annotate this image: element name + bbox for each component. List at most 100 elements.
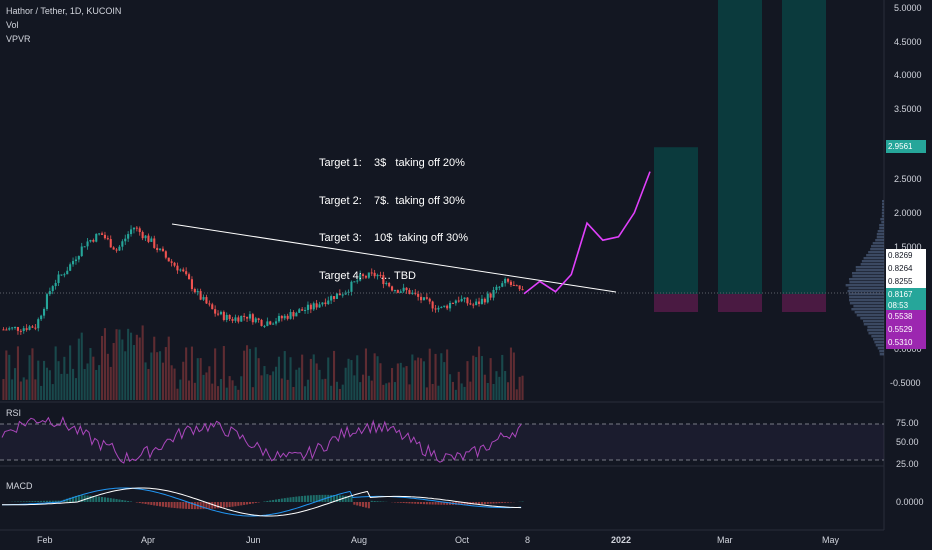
candle-body <box>275 321 277 323</box>
candle-body <box>243 316 245 317</box>
symbol-title[interactable]: Hathor / Tether, 1D, KUCOIN <box>6 6 121 16</box>
macd-histogram-bar <box>147 502 149 505</box>
candle-body <box>495 287 497 290</box>
vpvr-bar <box>867 329 884 331</box>
volume-bar <box>162 363 164 400</box>
candle-body <box>324 303 326 305</box>
volume-bar <box>60 374 62 400</box>
volume-bar <box>481 356 483 400</box>
macd-histogram-bar <box>417 502 419 504</box>
volume-bar <box>208 366 210 400</box>
volume-bar <box>498 377 500 400</box>
volume-bar <box>52 384 54 400</box>
volume-bar <box>408 384 410 400</box>
volume-bar <box>23 377 25 400</box>
time-tick: Mar <box>717 535 733 545</box>
candle-body <box>69 264 71 270</box>
volume-bar <box>345 368 347 400</box>
macd-label[interactable]: MACD <box>6 481 33 491</box>
volume-bar <box>464 387 466 400</box>
macd-histogram-bar <box>31 501 33 502</box>
volume-bar <box>435 354 437 400</box>
rsi-tick: 50.00 <box>896 437 919 447</box>
vpvr-bar <box>868 251 884 253</box>
volume-bar <box>252 387 254 400</box>
macd-histogram-bar <box>493 502 495 504</box>
vpvr-bar <box>855 311 884 313</box>
volume-bar <box>118 330 120 400</box>
volume-bar <box>353 375 355 400</box>
candle-body <box>313 303 315 309</box>
volume-bar <box>92 357 94 400</box>
candle-body <box>20 331 22 332</box>
volume-bar <box>310 359 312 400</box>
macd-histogram-bar <box>121 500 123 502</box>
projection-curve[interactable] <box>524 172 650 294</box>
volume-bar <box>330 386 332 400</box>
price-tick: 4.5000 <box>894 37 922 47</box>
vpvr-bar <box>882 206 884 208</box>
volume-bar <box>194 383 196 400</box>
rsi-band <box>0 424 884 460</box>
volume-bar <box>510 348 512 400</box>
volume-bar <box>14 368 16 400</box>
volume-bar <box>243 351 245 400</box>
candle-body <box>232 319 234 321</box>
volume-bar <box>501 355 503 400</box>
price-label-stop: 0.5310 <box>886 336 926 349</box>
volume-bar <box>130 333 132 400</box>
candle-body <box>504 279 506 283</box>
vpvr-bar <box>852 275 884 277</box>
macd-histogram-bar <box>377 501 379 502</box>
volume-bar <box>11 379 13 400</box>
candle-body <box>464 298 466 299</box>
volume-bar <box>446 349 448 400</box>
volume-bar <box>336 382 338 400</box>
volume-bar <box>78 339 80 400</box>
macd-histogram-bar <box>37 501 39 502</box>
macd-histogram-bar <box>432 502 434 505</box>
candle-body <box>298 309 300 313</box>
candle-body <box>516 285 518 286</box>
vol-indicator-label[interactable]: Vol <box>6 20 19 30</box>
macd-histogram-bar <box>414 502 416 504</box>
target-zone <box>718 0 762 294</box>
volume-bar <box>174 369 176 400</box>
volume-bar <box>290 357 292 400</box>
vpvr-bar <box>852 272 884 274</box>
candle-body <box>171 261 173 262</box>
candle-body <box>11 327 13 328</box>
volume-bar <box>426 387 428 400</box>
volume-bar <box>81 333 83 400</box>
candle-body <box>168 258 170 262</box>
volume-bar <box>316 363 318 400</box>
price-tick: 2.5000 <box>894 174 922 184</box>
candle-body <box>290 312 292 319</box>
volume-bar <box>374 353 376 400</box>
candle-body <box>493 290 495 298</box>
annotation-line: Target 1: 3$ taking off 20% <box>319 157 468 170</box>
volume-bar <box>84 369 86 400</box>
volume-bar <box>278 357 280 400</box>
macd-histogram-bar <box>484 502 486 504</box>
macd-histogram-bar <box>379 501 381 502</box>
macd-histogram-bar <box>118 500 120 502</box>
macd-histogram-bar <box>176 502 178 508</box>
candle-body <box>191 279 193 289</box>
candle-body <box>136 228 138 229</box>
volume-bar <box>142 325 144 400</box>
candle-body <box>304 310 306 311</box>
volume-bar <box>469 382 471 400</box>
macd-histogram-bar <box>278 499 280 502</box>
vpvr-indicator-label[interactable]: VPVR <box>6 34 31 44</box>
macd-histogram-bar <box>321 495 323 502</box>
candle-body <box>484 299 486 303</box>
candle-body <box>75 259 77 261</box>
volume-bar <box>269 375 271 400</box>
target-annotation[interactable]: Target 1: 3$ taking off 20% Target 2: 7$… <box>319 132 468 295</box>
rsi-label[interactable]: RSI <box>6 408 21 418</box>
candle-body <box>330 296 332 300</box>
volume-bar <box>321 379 323 400</box>
vpvr-bar <box>882 200 884 202</box>
macd-histogram-bar <box>365 502 367 508</box>
